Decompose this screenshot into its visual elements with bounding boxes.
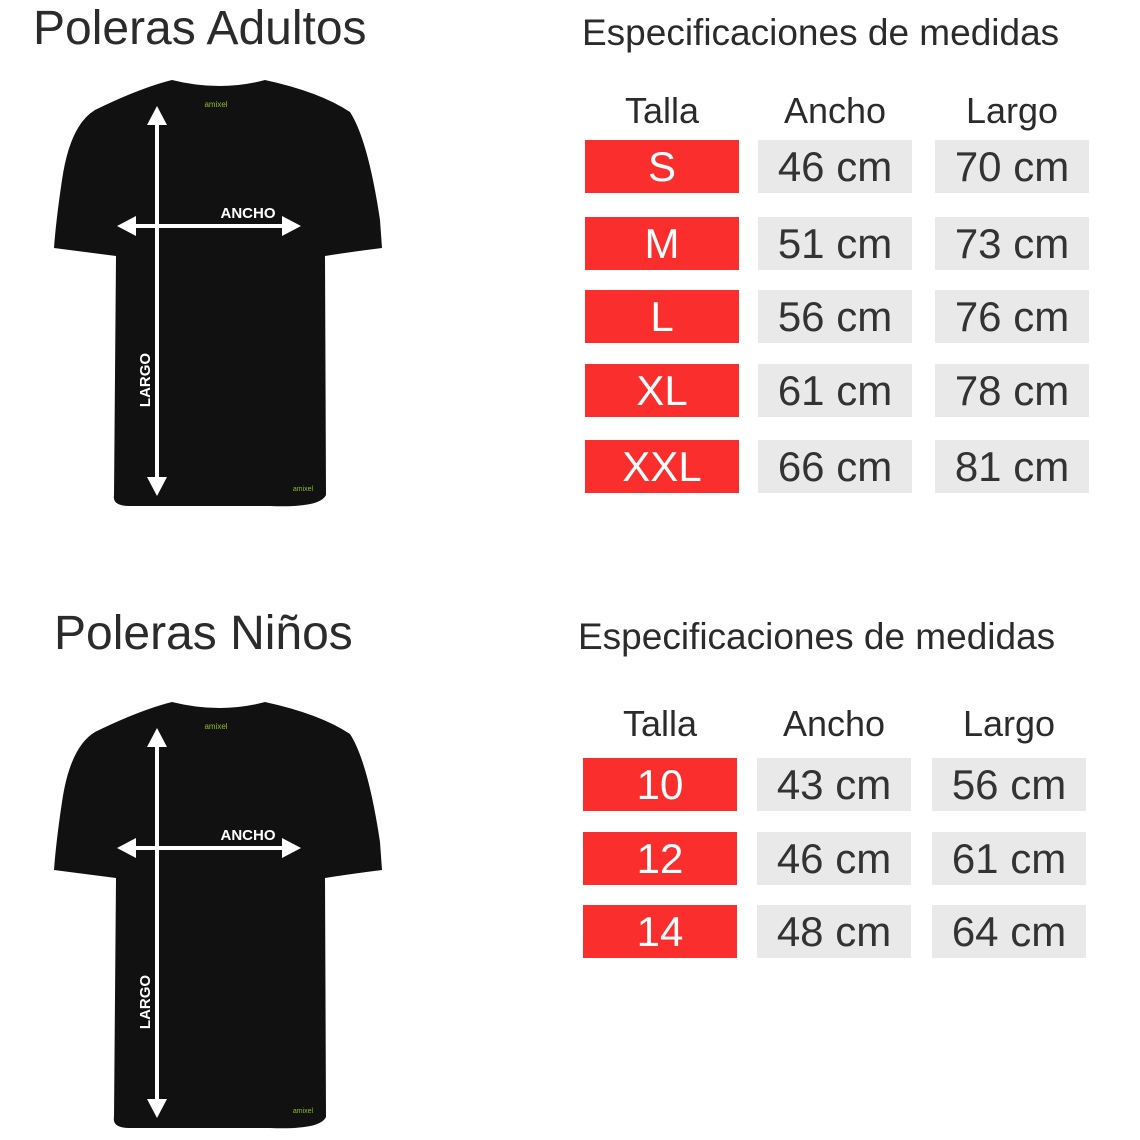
width-cell: 46 cm	[757, 832, 911, 885]
width-cell: 43 cm	[757, 758, 911, 811]
size-cell: M	[585, 217, 739, 270]
length-cell: 76 cm	[935, 290, 1089, 343]
width-label: ANCHO	[221, 205, 276, 222]
size-cell: S	[585, 140, 739, 193]
length-label: LARGO	[137, 975, 154, 1029]
length-cell: 64 cm	[932, 905, 1086, 958]
size-cell: 14	[583, 905, 737, 958]
header-largo: Largo	[962, 703, 1056, 744]
kids-title: Poleras Niños	[54, 607, 353, 660]
width-cell: 48 cm	[757, 905, 911, 958]
header-ancho: Ancho	[783, 90, 887, 131]
size-cell: 10	[583, 758, 737, 811]
size-cell: L	[585, 290, 739, 343]
length-cell: 81 cm	[935, 440, 1089, 493]
width-cell: 61 cm	[758, 364, 912, 417]
length-cell: 78 cm	[935, 364, 1089, 417]
length-label: LARGO	[137, 353, 154, 407]
brand-logo-hem: amixel	[293, 486, 314, 493]
width-cell: 46 cm	[758, 140, 912, 193]
kids-spec-title: Especificaciones de medidas	[578, 616, 1056, 657]
length-cell: 70 cm	[935, 140, 1089, 193]
header-ancho: Ancho	[782, 703, 886, 744]
header-talla: Talla	[622, 703, 698, 744]
header-largo: Largo	[965, 90, 1059, 131]
width-label: ANCHO	[221, 827, 276, 844]
brand-logo: amixel	[204, 722, 227, 731]
width-cell: 56 cm	[758, 290, 912, 343]
length-cell: 56 cm	[932, 758, 1086, 811]
tshirt-diagram: ANCHO LARGO amixel amixel	[50, 692, 390, 1137]
brand-logo-hem: amixel	[293, 1108, 314, 1115]
tshirt-icon: ANCHO LARGO amixel amixel	[54, 80, 382, 507]
header-talla: Talla	[624, 90, 700, 131]
width-cell: 51 cm	[758, 217, 912, 270]
size-cell: XL	[585, 364, 739, 417]
tshirt-diagram: ANCHO LARGO amixel amixel	[50, 70, 390, 515]
size-cell: XXL	[585, 440, 739, 493]
length-cell: 61 cm	[932, 832, 1086, 885]
tshirt-icon: ANCHO LARGO amixel amixel	[54, 702, 382, 1129]
adult-title: Poleras Adultos	[33, 2, 367, 55]
size-cell: 12	[583, 832, 737, 885]
adult-spec-title: Especificaciones de medidas	[582, 12, 1060, 53]
length-cell: 73 cm	[935, 217, 1089, 270]
brand-logo: amixel	[204, 100, 227, 109]
width-cell: 66 cm	[758, 440, 912, 493]
